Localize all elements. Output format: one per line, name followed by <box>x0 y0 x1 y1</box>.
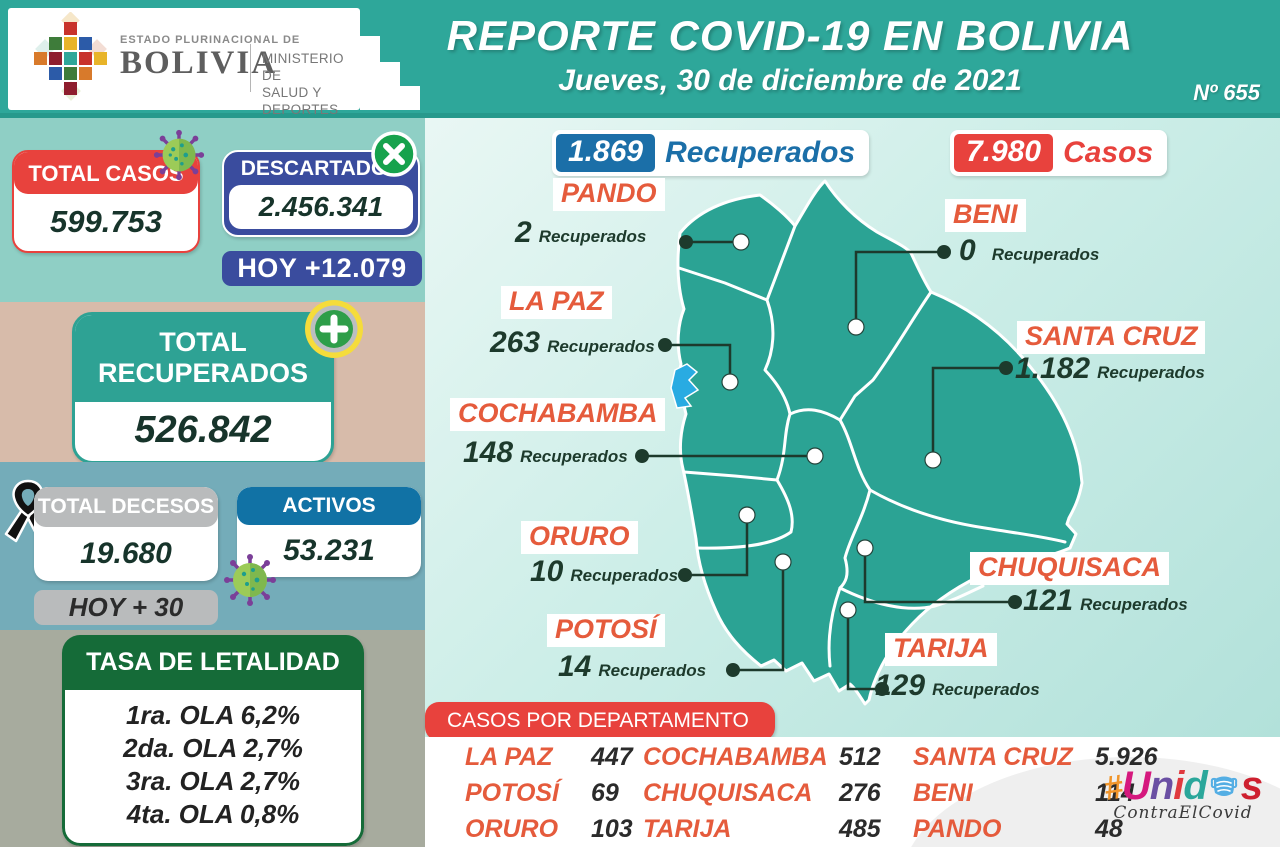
stair-step-decoration <box>360 36 380 110</box>
total-recuperados-value: 526.842 <box>134 409 272 451</box>
total-decesos-card: TOTAL DECESOS 19.680 <box>34 487 218 581</box>
case-row-cochabamba: COCHABAMBA 512 <box>643 743 881 771</box>
stair-step-decoration <box>380 62 400 110</box>
total-decesos-label: TOTAL DECESOS <box>34 487 218 527</box>
unidos-contra-el-covid-logo: #Unid s ContraElCovid <box>1101 764 1263 823</box>
dept-label-oruro: ORURO 10 Recuperados <box>521 521 678 588</box>
section-total-recuperados: TOTAL RECUPERADOS 526.842 <box>0 300 425 464</box>
total-casos-value: 599.753 <box>49 204 163 239</box>
dept-label-tarija: TARIJA 129 Recuperados <box>875 633 1040 702</box>
bolivia-state-emblem-icon <box>34 12 107 101</box>
header-bar: ESTADO PLURINACIONAL DE BOLIVIA MINISTER… <box>0 0 1280 118</box>
case-row-la-paz: LA PAZ 447 <box>465 743 633 771</box>
activos-value: 53.231 <box>283 534 375 567</box>
tasa-row-ola2: 2da. OLA 2,7% <box>123 733 303 763</box>
casos-por-departamento-banner: CASOS POR DEPARTAMENTO <box>425 702 775 741</box>
case-row-tarija: TARIJA 485 <box>643 815 881 843</box>
report-number: Nº 655 <box>1193 80 1260 105</box>
tasa-row-ola3: 3ra. OLA 2,7% <box>126 766 300 796</box>
dept-label-beni: BENI 0 Recuperados <box>945 199 1099 267</box>
department-dots <box>721 233 942 619</box>
recuperados-badge-label: Recuperados <box>665 136 856 169</box>
face-mask-icon <box>1210 776 1237 796</box>
casos-badge: 7.980 Casos <box>950 130 1168 176</box>
casos-badge-value: 7.980 <box>954 134 1054 172</box>
dept-label-potosi: POTOSÍ 14 Recuperados <box>547 614 706 683</box>
total-decesos-value: 19.680 <box>80 537 172 570</box>
descartados-hoy-pill: HOY +12.079 <box>222 251 422 286</box>
lake-titicaca <box>670 363 700 409</box>
government-logo-box: ESTADO PLURINACIONAL DE BOLIVIA MINISTER… <box>8 8 360 117</box>
case-row-potosi: POTOSÍ 69 <box>465 779 619 807</box>
label-anchor-dots <box>635 235 1022 696</box>
total-recuperados-label: TOTAL RECUPERADOS <box>75 315 331 402</box>
discarded-x-icon <box>371 131 417 177</box>
bottom-cases-table: LA PAZ 447 POTOSÍ 69 ORURO 103 COCHABAMBA 51… <box>425 737 1280 847</box>
activos-label: ACTIVOS <box>237 487 421 525</box>
activos-card: ACTIVOS 53.231 <box>237 487 421 577</box>
virus-icon <box>224 554 276 606</box>
logo-letter: d <box>1183 764 1207 808</box>
tasa-letalidad-title: TASA DE LETALIDAD <box>62 635 364 690</box>
section-tasa-letalidad: TASA DE LETALIDAD 1ra. OLA 6,2% 2da. OLA… <box>0 630 425 847</box>
section-total-casos: TOTAL CASOS 599.753 DESCARTADOS <box>0 118 425 302</box>
bolivia-wordmark: BOLIVIA <box>120 45 278 81</box>
tasa-letalidad-card: TASA DE LETALIDAD 1ra. OLA 6,2% 2da. OLA… <box>62 635 364 846</box>
logo-letter: i <box>1173 764 1184 808</box>
logo-tagline: ContraElCovid <box>1113 803 1253 823</box>
tasa-row-ola1: 1ra. OLA 6,2% <box>126 700 300 730</box>
case-row-beni: BENI 114 <box>913 779 1135 807</box>
descartados-value: 2.456.341 <box>229 185 413 229</box>
estado-plurinacional-label: ESTADO PLURINACIONAL DE <box>120 34 301 46</box>
case-row-chuquisaca: CHUQUISACA 276 <box>643 779 881 807</box>
dept-label-la-paz: LA PAZ 263 Recuperados <box>490 286 655 359</box>
logo-letter: n <box>1149 764 1174 808</box>
dept-label-cochabamba: COCHABAMBA 148 Recuperados <box>450 398 666 469</box>
leader-lines <box>642 240 1015 691</box>
section-decesos-activos: TOTAL DECESOS 19.680 HOY + 30 ACTIVOS 53… <box>0 462 425 630</box>
logo-divider <box>250 44 251 92</box>
dept-label-pando: PANDO 2 Recuperados <box>515 178 665 249</box>
dept-label-santa-cruz: SANTA CRUZ 1.182 Recuperados <box>1015 321 1206 385</box>
case-row-oruro: ORURO 103 <box>465 815 633 843</box>
dept-label-chuquisaca: CHUQUISACA 121 Recuperados <box>970 552 1188 617</box>
decesos-hoy-pill: HOY + 30 <box>34 590 218 625</box>
case-row-pando: PANDO 48 <box>913 815 1123 843</box>
virus-icon <box>153 129 205 181</box>
casos-badge-label: Casos <box>1063 136 1154 169</box>
recuperados-badge: 1.869 Recuperados <box>552 130 870 176</box>
recuperados-badge-value: 1.869 <box>556 134 656 172</box>
logo-letter: s <box>1240 764 1263 808</box>
map-panel: 1.869 Recuperados 7.980 Casos PANDO 2 Rec… <box>425 118 1280 741</box>
stair-step-decoration <box>400 86 420 110</box>
ministerio-label: MINISTERIO DE SALUD Y DEPORTES <box>262 51 344 117</box>
total-recuperados-card: TOTAL RECUPERADOS 526.842 <box>72 312 334 464</box>
plus-circle-icon <box>305 300 363 358</box>
report-date: Jueves, 30 de diciembre de 2021 <box>558 64 1022 97</box>
case-row-santa-cruz: SANTA CRUZ 5.926 <box>913 743 1158 771</box>
logo-letter: U <box>1121 764 1151 808</box>
tasa-row-ola4: 4ta. OLA 0,8% <box>126 799 300 829</box>
descartados-label: DESCARTADOS <box>240 157 402 180</box>
page-title: REPORTE COVID-19 EN BOLIVIA <box>446 12 1134 59</box>
